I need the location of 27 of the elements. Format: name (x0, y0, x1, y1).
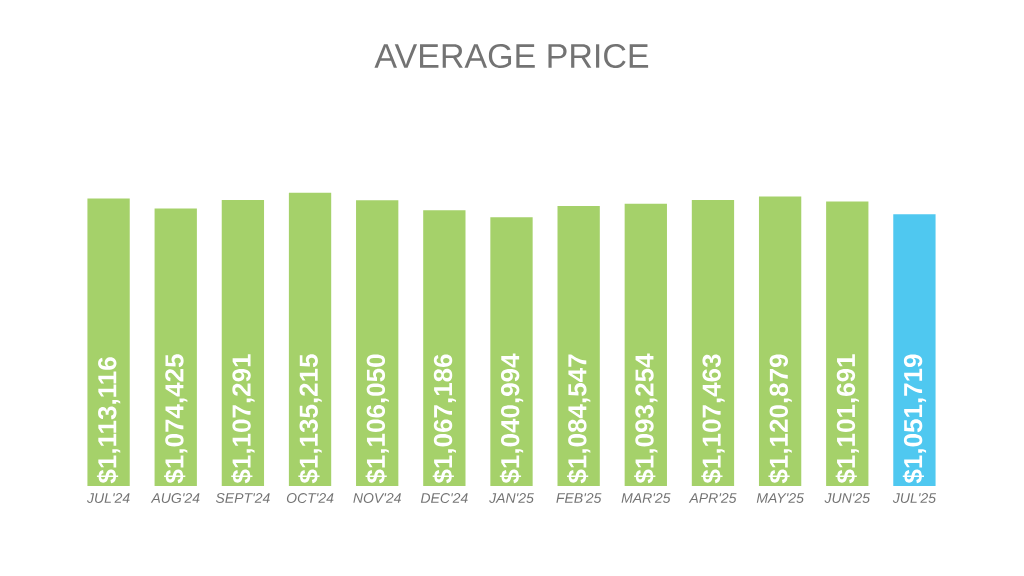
data-label: $1,067,186 (432, 354, 456, 484)
data-label: $1,120,879 (768, 354, 792, 484)
x-tick-label: JAN'25 (489, 493, 534, 503)
chart-title: AVERAGE PRICE (374, 43, 649, 69)
data-label: $1,107,291 (231, 354, 255, 484)
data-label: $1,074,425 (164, 354, 188, 484)
data-label: $1,051,719 (902, 354, 927, 484)
data-label: $1,101,691 (835, 354, 859, 484)
data-label: $1,113,116 (96, 357, 121, 484)
x-tick-label: NOV'24 (353, 493, 401, 503)
x-tick-label: AUG'24 (150, 493, 200, 503)
data-label: $1,040,994 (499, 353, 524, 484)
data-label: $1,084,547 (567, 354, 591, 484)
x-tick-label: JUN'25 (824, 493, 871, 503)
data-label: $1,106,050 (365, 354, 389, 484)
x-tick-label: MAY'25 (756, 493, 804, 503)
x-tick-label: FEB'25 (556, 493, 602, 503)
x-tick-label: SEPT'24 (215, 493, 270, 503)
x-tick-label: MAR'25 (621, 493, 671, 503)
data-label: $1,135,215 (298, 354, 322, 484)
data-label: $1,093,254 (634, 353, 658, 484)
x-tick-label: JUL'25 (892, 493, 937, 503)
x-tick-label: OCT'24 (286, 493, 334, 503)
x-tick-label: JUL'24 (86, 493, 130, 503)
data-label: $1,107,463 (701, 354, 725, 484)
x-tick-label: APR'25 (688, 493, 737, 503)
x-tick-label: DEC'24 (420, 493, 468, 503)
